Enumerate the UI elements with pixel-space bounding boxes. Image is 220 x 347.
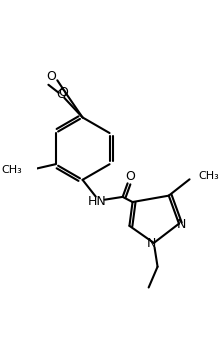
Text: N: N xyxy=(147,237,156,250)
Text: CH₃: CH₃ xyxy=(198,171,219,181)
Text: N: N xyxy=(176,218,186,231)
Text: HN: HN xyxy=(88,195,107,208)
Text: O: O xyxy=(56,88,66,101)
Text: O: O xyxy=(58,86,68,99)
Text: O: O xyxy=(125,170,135,183)
Text: O: O xyxy=(46,70,56,83)
Text: CH₃: CH₃ xyxy=(1,165,22,175)
